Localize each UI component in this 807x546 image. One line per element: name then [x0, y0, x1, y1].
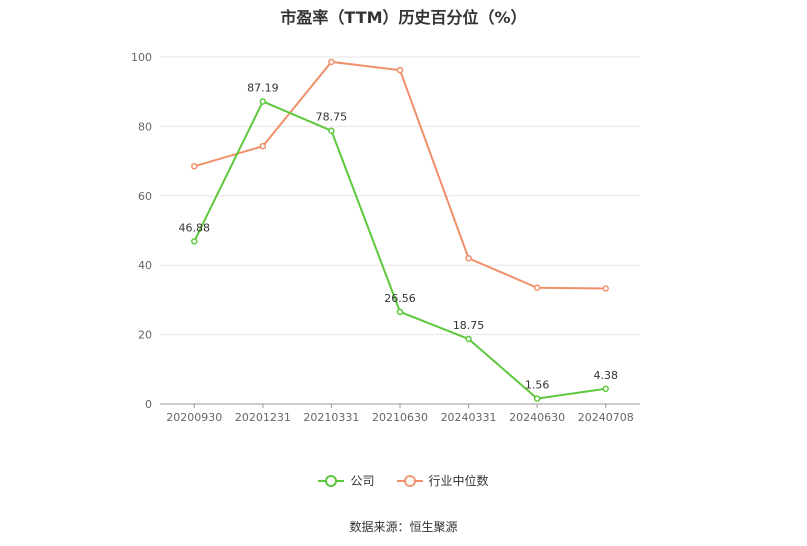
data-label: 1.56	[525, 379, 550, 392]
y-axis: 0 20 40 60 80 100	[131, 51, 152, 411]
x-tick-label: 20200930	[166, 411, 222, 424]
x-axis: 20200930 20201231 20210331 20210630 20240331…	[160, 403, 640, 424]
data-label: 18.75	[453, 319, 485, 332]
data-labels: 46.88 87.19 78.75 26.56 18.75 1.56 4.38	[179, 81, 618, 391]
data-point[interactable]	[533, 395, 541, 402]
legend-label-industry-median: 行业中位数	[428, 474, 489, 488]
x-tick-label: 20210630	[372, 411, 428, 424]
legend-item-industry-median[interactable]: 行业中位数	[396, 472, 489, 489]
x-tick-label: 20240331	[441, 411, 497, 424]
data-point[interactable]	[465, 335, 472, 343]
data-point[interactable]	[602, 385, 609, 393]
data-point[interactable]	[396, 308, 404, 316]
x-tick-label: 20201231	[235, 411, 291, 424]
series-line-1	[194, 60, 606, 290]
data-point[interactable]	[328, 127, 335, 134]
x-tick-label: 20240630	[509, 411, 565, 424]
data-label: 78.75	[316, 111, 348, 124]
data-point[interactable]	[328, 58, 335, 66]
legend-marker-industry-median	[396, 474, 423, 488]
data-point[interactable]	[396, 66, 404, 74]
legend-item-company[interactable]: 公司	[318, 472, 375, 489]
x-tick-label: 20240708	[578, 411, 634, 424]
data-label: 46.88	[179, 221, 211, 234]
series-line-0	[193, 100, 606, 400]
data-point[interactable]	[259, 142, 267, 150]
y-tick-label: 60	[138, 190, 152, 203]
y-tick-label: 20	[138, 329, 152, 342]
legend: 公司 行业中位数	[0, 472, 807, 489]
y-tick-label: 40	[138, 259, 152, 272]
legend-label-company: 公司	[350, 474, 375, 488]
data-label: 87.19	[247, 81, 279, 94]
chart-title: 市盈率（TTM）历史百分位（%）	[280, 8, 527, 27]
data-point[interactable]	[465, 255, 472, 262]
data-label: 4.38	[593, 369, 618, 382]
data-label: 26.56	[384, 292, 416, 305]
data-point[interactable]	[191, 163, 198, 170]
series-group	[191, 58, 609, 402]
y-tick-label: 100	[131, 51, 152, 64]
y-tick-label: 80	[138, 120, 152, 133]
x-tick-label: 20210331	[303, 411, 359, 424]
data-point[interactable]	[259, 98, 267, 105]
grid-lines	[160, 56, 640, 336]
y-tick-label: 0	[145, 398, 152, 411]
legend-marker-company	[318, 474, 345, 488]
data-point[interactable]	[533, 284, 541, 292]
data-point[interactable]	[602, 285, 609, 292]
data-source: 数据来源：恒生聚源	[349, 520, 458, 534]
data-point[interactable]	[191, 238, 198, 245]
